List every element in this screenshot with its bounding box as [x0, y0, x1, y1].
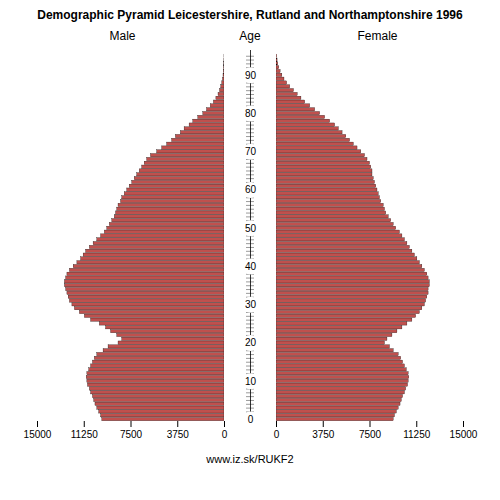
- svg-text:70: 70: [245, 146, 257, 157]
- svg-text:30: 30: [245, 299, 257, 310]
- html-text:Male: Male: [109, 29, 136, 43]
- svg-text:0: 0: [222, 429, 228, 440]
- svg-text:3750: 3750: [312, 429, 335, 440]
- svg-text:7500: 7500: [359, 429, 382, 440]
- svg-text:0: 0: [248, 414, 254, 425]
- svg-text:20: 20: [245, 337, 257, 348]
- svg-text:90: 90: [245, 70, 257, 81]
- svg-text:80: 80: [245, 108, 257, 119]
- svg-text:10: 10: [245, 376, 257, 387]
- svg-text:40: 40: [245, 261, 257, 272]
- html-text:Demographic Pyramid Leicesters: Demographic Pyramid Leicestershire, Rutl…: [37, 8, 463, 22]
- svg-text:15000: 15000: [24, 429, 52, 440]
- svg-text:7500: 7500: [120, 429, 143, 440]
- svg-text:60: 60: [245, 184, 257, 195]
- svg-text:3750: 3750: [167, 429, 190, 440]
- html-text:Female: Female: [357, 29, 398, 43]
- svg-text:15000: 15000: [450, 429, 478, 440]
- html-text:Age: Age: [239, 29, 261, 43]
- html-text:www.iz.sk/RUKF2: www.iz.sk/RUKF2: [206, 453, 294, 465]
- svg-text:0: 0: [274, 429, 280, 440]
- svg-text:50: 50: [245, 223, 257, 234]
- svg-text:11250: 11250: [403, 429, 431, 440]
- svg-text:11250: 11250: [71, 429, 99, 440]
